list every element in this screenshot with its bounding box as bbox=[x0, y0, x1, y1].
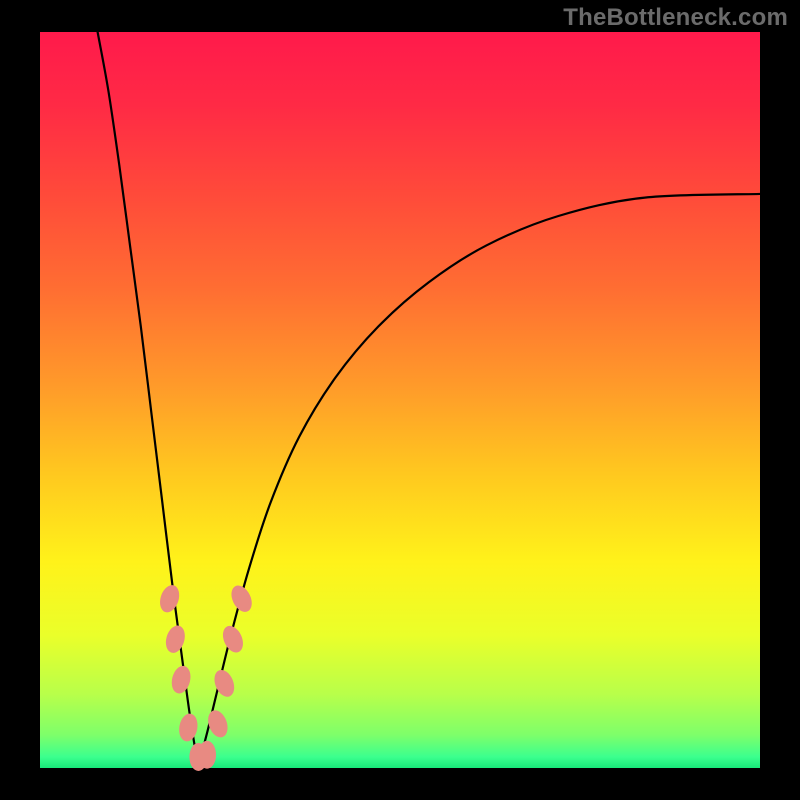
watermark-text: TheBottleneck.com bbox=[563, 4, 788, 32]
bottleneck-chart bbox=[0, 0, 800, 800]
plot-background bbox=[40, 32, 760, 768]
chart-stage: TheBottleneck.com bbox=[0, 0, 800, 800]
curve-marker bbox=[198, 741, 216, 769]
